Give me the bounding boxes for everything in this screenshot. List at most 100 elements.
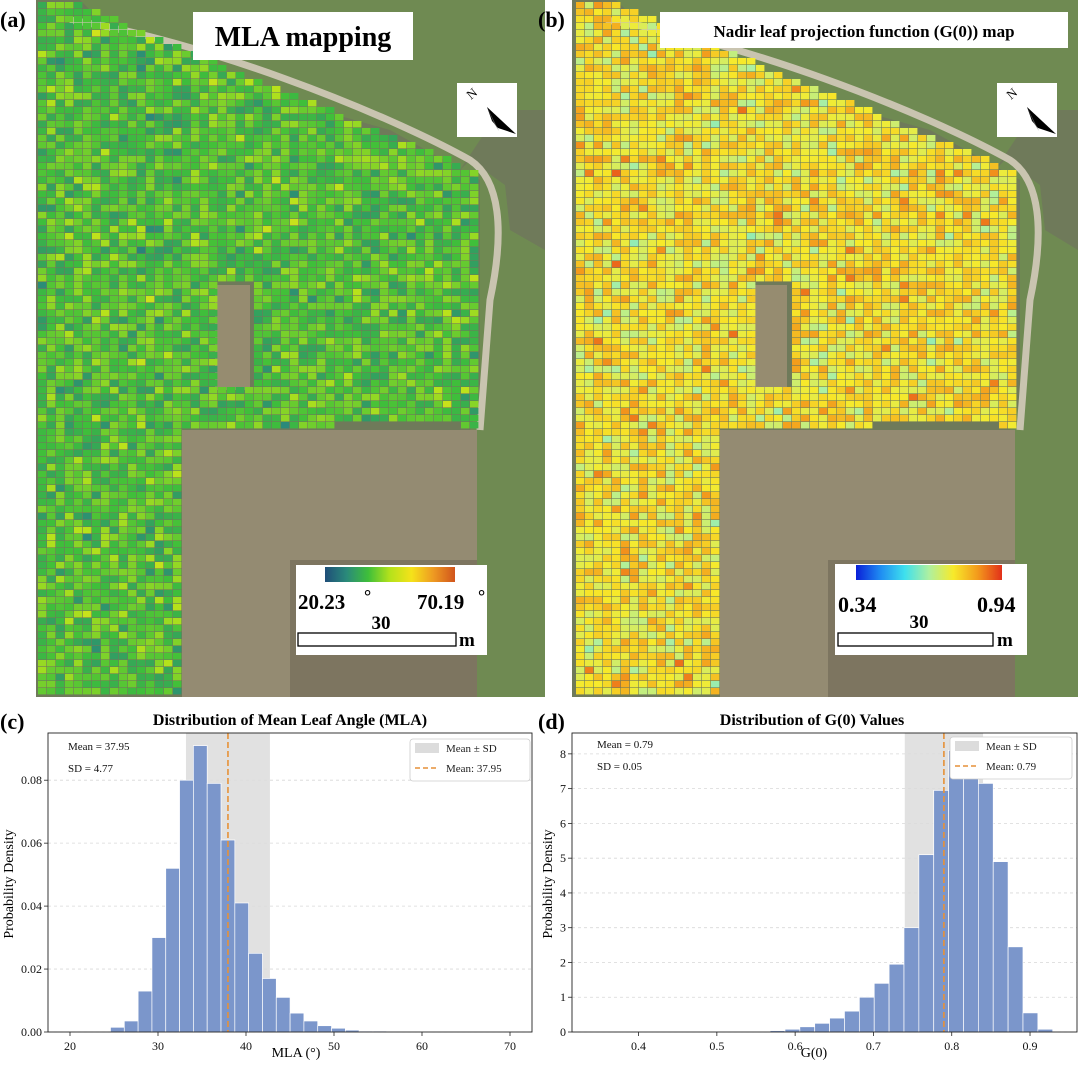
raster-cell bbox=[200, 380, 208, 386]
raster-cell bbox=[47, 289, 55, 295]
raster-cell bbox=[92, 240, 100, 246]
raster-cell bbox=[891, 359, 899, 365]
raster-cell bbox=[918, 296, 926, 302]
raster-cell bbox=[371, 198, 379, 204]
raster-cell bbox=[344, 296, 352, 302]
raster-cell bbox=[702, 142, 710, 148]
raster-cell bbox=[873, 121, 881, 127]
raster-cell bbox=[603, 177, 611, 183]
raster-cell bbox=[173, 450, 181, 456]
raster-cell bbox=[756, 114, 764, 120]
raster-cell bbox=[47, 688, 55, 694]
raster-cell bbox=[702, 219, 710, 225]
raster-cell bbox=[774, 247, 782, 253]
raster-cell bbox=[765, 233, 773, 239]
raster-cell bbox=[612, 345, 620, 351]
raster-cell bbox=[999, 359, 1007, 365]
raster-cell bbox=[110, 86, 118, 92]
raster-cell bbox=[389, 387, 397, 393]
raster-cell bbox=[65, 275, 73, 281]
raster-cell bbox=[119, 639, 127, 645]
raster-cell bbox=[416, 345, 424, 351]
raster-cell bbox=[47, 163, 55, 169]
raster-cell bbox=[380, 247, 388, 253]
raster-cell bbox=[353, 149, 361, 155]
raster-cell bbox=[612, 366, 620, 372]
raster-cell bbox=[675, 338, 683, 344]
raster-cell bbox=[576, 2, 584, 8]
raster-cell bbox=[738, 233, 746, 239]
raster-cell bbox=[335, 226, 343, 232]
raster-cell bbox=[452, 373, 460, 379]
raster-cell bbox=[155, 499, 163, 505]
raster-cell bbox=[137, 170, 145, 176]
raster-cell bbox=[173, 254, 181, 260]
raster-cell bbox=[407, 275, 415, 281]
raster-cell bbox=[407, 352, 415, 358]
raster-cell bbox=[425, 247, 433, 253]
raster-cell bbox=[218, 401, 226, 407]
raster-cell bbox=[146, 114, 154, 120]
raster-cell bbox=[335, 163, 343, 169]
raster-cell bbox=[92, 23, 100, 29]
raster-cell bbox=[927, 317, 935, 323]
raster-cell bbox=[281, 93, 289, 99]
raster-cell bbox=[182, 303, 190, 309]
raster-cell bbox=[146, 198, 154, 204]
raster-cell bbox=[38, 177, 46, 183]
raster-cell bbox=[299, 289, 307, 295]
raster-cell bbox=[981, 240, 989, 246]
raster-cell bbox=[101, 93, 109, 99]
raster-cell bbox=[119, 135, 127, 141]
raster-cell bbox=[299, 114, 307, 120]
raster-cell bbox=[398, 394, 406, 400]
raster-cell bbox=[119, 422, 127, 428]
raster-cell bbox=[56, 380, 64, 386]
raster-cell bbox=[137, 107, 145, 113]
raster-cell bbox=[711, 114, 719, 120]
raster-cell bbox=[173, 590, 181, 596]
raster-cell bbox=[101, 310, 109, 316]
raster-cell bbox=[630, 212, 638, 218]
raster-cell bbox=[182, 254, 190, 260]
raster-cell bbox=[83, 72, 91, 78]
raster-cell bbox=[891, 149, 899, 155]
raster-cell bbox=[362, 184, 370, 190]
raster-cell bbox=[729, 240, 737, 246]
raster-cell bbox=[56, 646, 64, 652]
raster-cell bbox=[765, 275, 773, 281]
raster-cell bbox=[281, 128, 289, 134]
raster-cell bbox=[675, 254, 683, 260]
raster-cell bbox=[657, 72, 665, 78]
raster-cell bbox=[191, 107, 199, 113]
raster-cell bbox=[936, 149, 944, 155]
raster-cell bbox=[452, 205, 460, 211]
raster-cell bbox=[371, 247, 379, 253]
raster-cell bbox=[47, 233, 55, 239]
raster-cell bbox=[173, 527, 181, 533]
raster-cell bbox=[254, 247, 262, 253]
raster-cell bbox=[281, 359, 289, 365]
raster-cell bbox=[65, 324, 73, 330]
raster-cell bbox=[882, 128, 890, 134]
raster-cell bbox=[155, 275, 163, 281]
raster-cell bbox=[155, 625, 163, 631]
raster-cell bbox=[407, 373, 415, 379]
raster-cell bbox=[65, 114, 73, 120]
raster-cell bbox=[344, 191, 352, 197]
raster-cell bbox=[290, 415, 298, 421]
raster-cell bbox=[353, 163, 361, 169]
raster-cell bbox=[702, 345, 710, 351]
raster-cell bbox=[657, 317, 665, 323]
raster-cell bbox=[594, 317, 602, 323]
raster-cell bbox=[810, 352, 818, 358]
raster-cell bbox=[128, 86, 136, 92]
raster-cell bbox=[353, 142, 361, 148]
raster-cell bbox=[630, 338, 638, 344]
raster-cell bbox=[630, 352, 638, 358]
raster-cell bbox=[218, 114, 226, 120]
raster-cell bbox=[720, 100, 728, 106]
raster-cell bbox=[146, 359, 154, 365]
raster-cell bbox=[164, 555, 172, 561]
raster-cell bbox=[603, 149, 611, 155]
